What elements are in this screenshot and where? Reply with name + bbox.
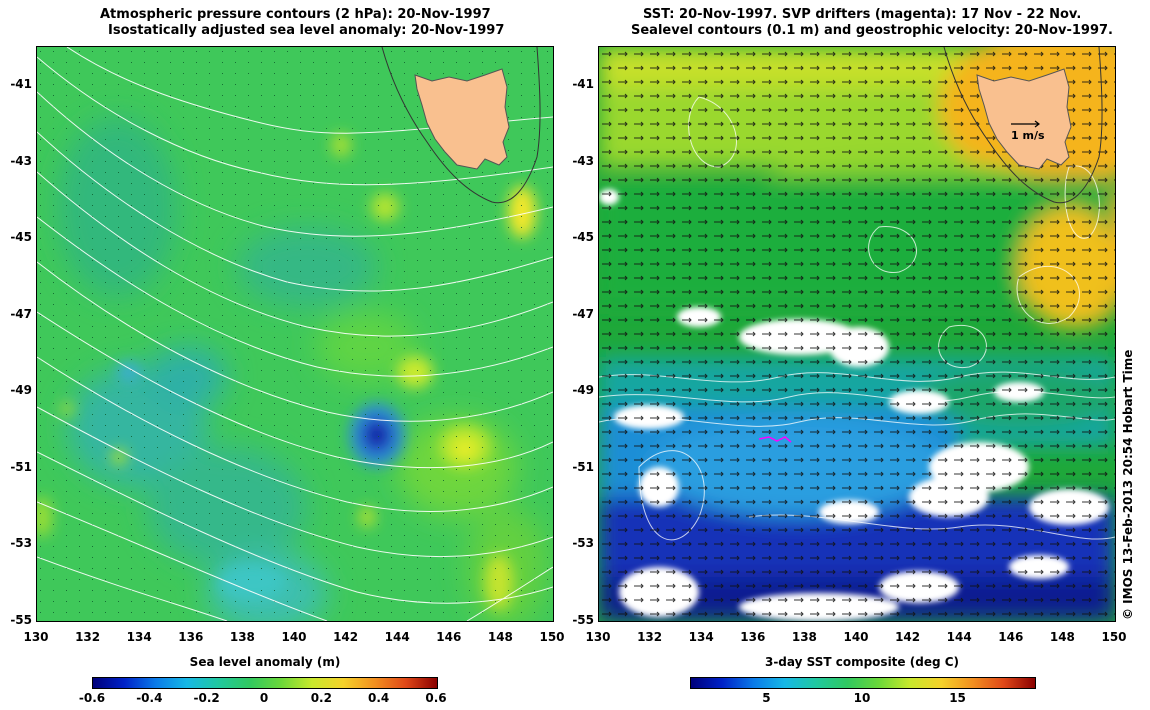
sst-map: 1 m/s [598,46,1116,622]
lon-tick-label: 132 [637,630,663,644]
lon-tick-label: 134 [688,630,714,644]
colorbar-tick-label: 10 [853,691,871,705]
left-title-line1: Atmospheric pressure contours (2 hPa): 2… [100,7,491,22]
lon-tick-label: 138 [229,630,255,644]
sea-level-colorbar [92,677,438,689]
right-colorbar-label: 3-day SST composite (deg C) [764,655,960,669]
left-title-line2: Isostatically adjusted sea level anomaly… [108,23,505,38]
lon-tick-label: 140 [281,630,307,644]
shelf-contour [381,47,541,204]
sst-map-canvas: 1 m/s [599,47,1115,621]
right-title-line1: SST: 20-Nov-1997. SVP drifters (magenta)… [643,7,1082,22]
sea-level-anomaly-map [36,46,554,622]
lat-tick-label: -47 [10,306,32,321]
imos-credit: © IMOS 13-Feb-2013 20:54 Hobart Time [1121,349,1135,620]
lon-tick-label: 150 [539,630,565,644]
lat-tick-label: -49 [10,383,32,398]
lon-tick-label: 136 [740,630,766,644]
lon-tick-label: 146 [436,630,462,644]
colorbar-tick-label: -0.6 [78,691,106,705]
velocity-scale-arrow [1011,120,1040,128]
sst-colorbar [690,677,1036,689]
lat-tick-label: -49 [572,383,594,398]
colorbar-tick-label: 0.6 [425,691,447,705]
lat-tick-label: -55 [572,613,594,627]
lat-tick-label: -53 [572,536,594,551]
colorbar-tick-label: 15 [949,691,966,705]
colorbar-tick-label: 0.2 [310,691,332,705]
lon-tick-label: 132 [75,630,101,644]
lat-tick-label: -55 [10,613,32,627]
lat-tick-label: -47 [572,306,594,321]
tasmania-landmass-sst [976,68,1072,170]
lon-tick-label: 144 [946,630,972,644]
lon-tick-label: 146 [998,630,1024,644]
left-colorbar-label: Sea level anomaly (m) [189,655,341,669]
lon-tick-label: 148 [1049,630,1075,644]
lon-tick-label: 142 [333,630,359,644]
lon-tick-label: 130 [23,630,49,644]
tasmania-landmass [414,68,510,170]
lat-tick-label: -45 [572,230,594,245]
lon-tick-label: 138 [791,630,817,644]
lon-tick-label: 130 [585,630,611,644]
colorbar-tick-label: 5 [762,691,771,705]
lon-tick-label: 150 [1101,630,1127,644]
lat-tick-label: -51 [10,459,32,474]
pressure-contours [37,47,553,621]
lat-tick-label: -53 [10,536,32,551]
lat-tick-label: -43 [572,153,594,168]
lat-tick-label: -43 [10,153,32,168]
velocity-scale-label: 1 m/s [1011,129,1045,142]
lon-tick-label: 134 [126,630,152,644]
lat-tick-label: -41 [10,77,32,92]
lon-tick-label: 148 [487,630,513,644]
lon-tick-label: 136 [178,630,204,644]
svp-drifter-track [758,436,792,443]
lon-tick-label: 140 [843,630,869,644]
lat-tick-label: -45 [10,230,32,245]
colorbar-tick-label: 0.4 [368,691,390,705]
lon-tick-label: 142 [895,630,921,644]
shelf-contour-sst [943,47,1103,204]
sla-map-canvas [37,47,553,621]
lat-tick-label: -41 [572,77,594,92]
colorbar-tick-label: 0 [259,691,269,705]
lon-tick-label: 144 [384,630,410,644]
right-title-line2: Sealevel contours (0.1 m) and geostrophi… [631,23,1113,38]
lat-tick-label: -51 [572,459,594,474]
colorbar-tick-label: -0.4 [136,691,163,705]
colorbar-tick-label: -0.2 [193,691,220,705]
